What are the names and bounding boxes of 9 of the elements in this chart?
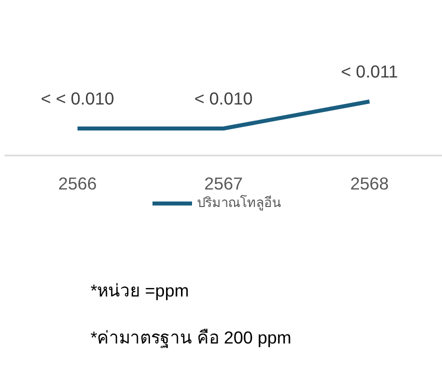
data-label: < < 0.010 [40, 88, 114, 108]
text: *หน่วย =ppm [90, 280, 189, 300]
x-tick-label: 2568 [350, 174, 389, 194]
text: *ค่ามาตรฐาน คือ 200 ppm [90, 328, 292, 348]
x-tick-label: 2566 [58, 174, 97, 194]
legend-label: ปริมาณโทลูอีน [197, 194, 281, 212]
x-tick-label: 2567 [204, 174, 243, 194]
data-label: < 0.011 [340, 62, 398, 82]
data-label: < 0.010 [194, 88, 253, 108]
